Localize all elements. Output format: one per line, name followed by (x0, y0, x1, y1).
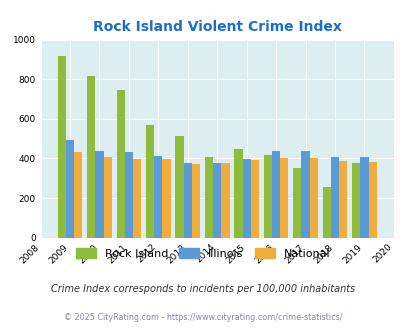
Bar (175, 136, 183, 238)
Bar (183, 163, 192, 238)
Bar (74, 152, 82, 238)
Bar (66, 140, 74, 238)
Bar (213, 163, 221, 238)
Bar (116, 90, 124, 238)
Bar (234, 149, 242, 238)
Bar (368, 162, 376, 238)
Text: © 2025 CityRating.com - https://www.cityrating.com/crime-statistics/: © 2025 CityRating.com - https://www.city… (64, 313, 341, 322)
Bar (205, 157, 213, 238)
Bar (322, 187, 330, 238)
Bar (133, 159, 141, 238)
Bar (271, 151, 279, 238)
Bar (301, 151, 309, 238)
Bar (154, 156, 162, 238)
Bar (221, 163, 229, 238)
Bar (292, 168, 301, 238)
Legend: Rock Island, Illinois, National: Rock Island, Illinois, National (76, 248, 329, 259)
Bar (330, 157, 338, 238)
Bar (124, 152, 133, 238)
Bar (242, 159, 250, 238)
Bar (309, 158, 317, 238)
Bar (359, 157, 368, 238)
Bar (58, 56, 66, 238)
Bar (95, 151, 103, 238)
Bar (146, 125, 154, 238)
Bar (192, 164, 200, 238)
Bar (162, 159, 170, 238)
Bar (263, 155, 271, 238)
Bar (103, 157, 111, 238)
Text: Crime Index corresponds to incidents per 100,000 inhabitants: Crime Index corresponds to incidents per… (51, 284, 354, 294)
Bar (351, 163, 359, 238)
Title: Rock Island Violent Crime Index: Rock Island Violent Crime Index (93, 20, 341, 34)
Bar (279, 158, 288, 238)
Bar (87, 76, 95, 238)
Bar (338, 161, 346, 238)
Bar (250, 160, 258, 238)
